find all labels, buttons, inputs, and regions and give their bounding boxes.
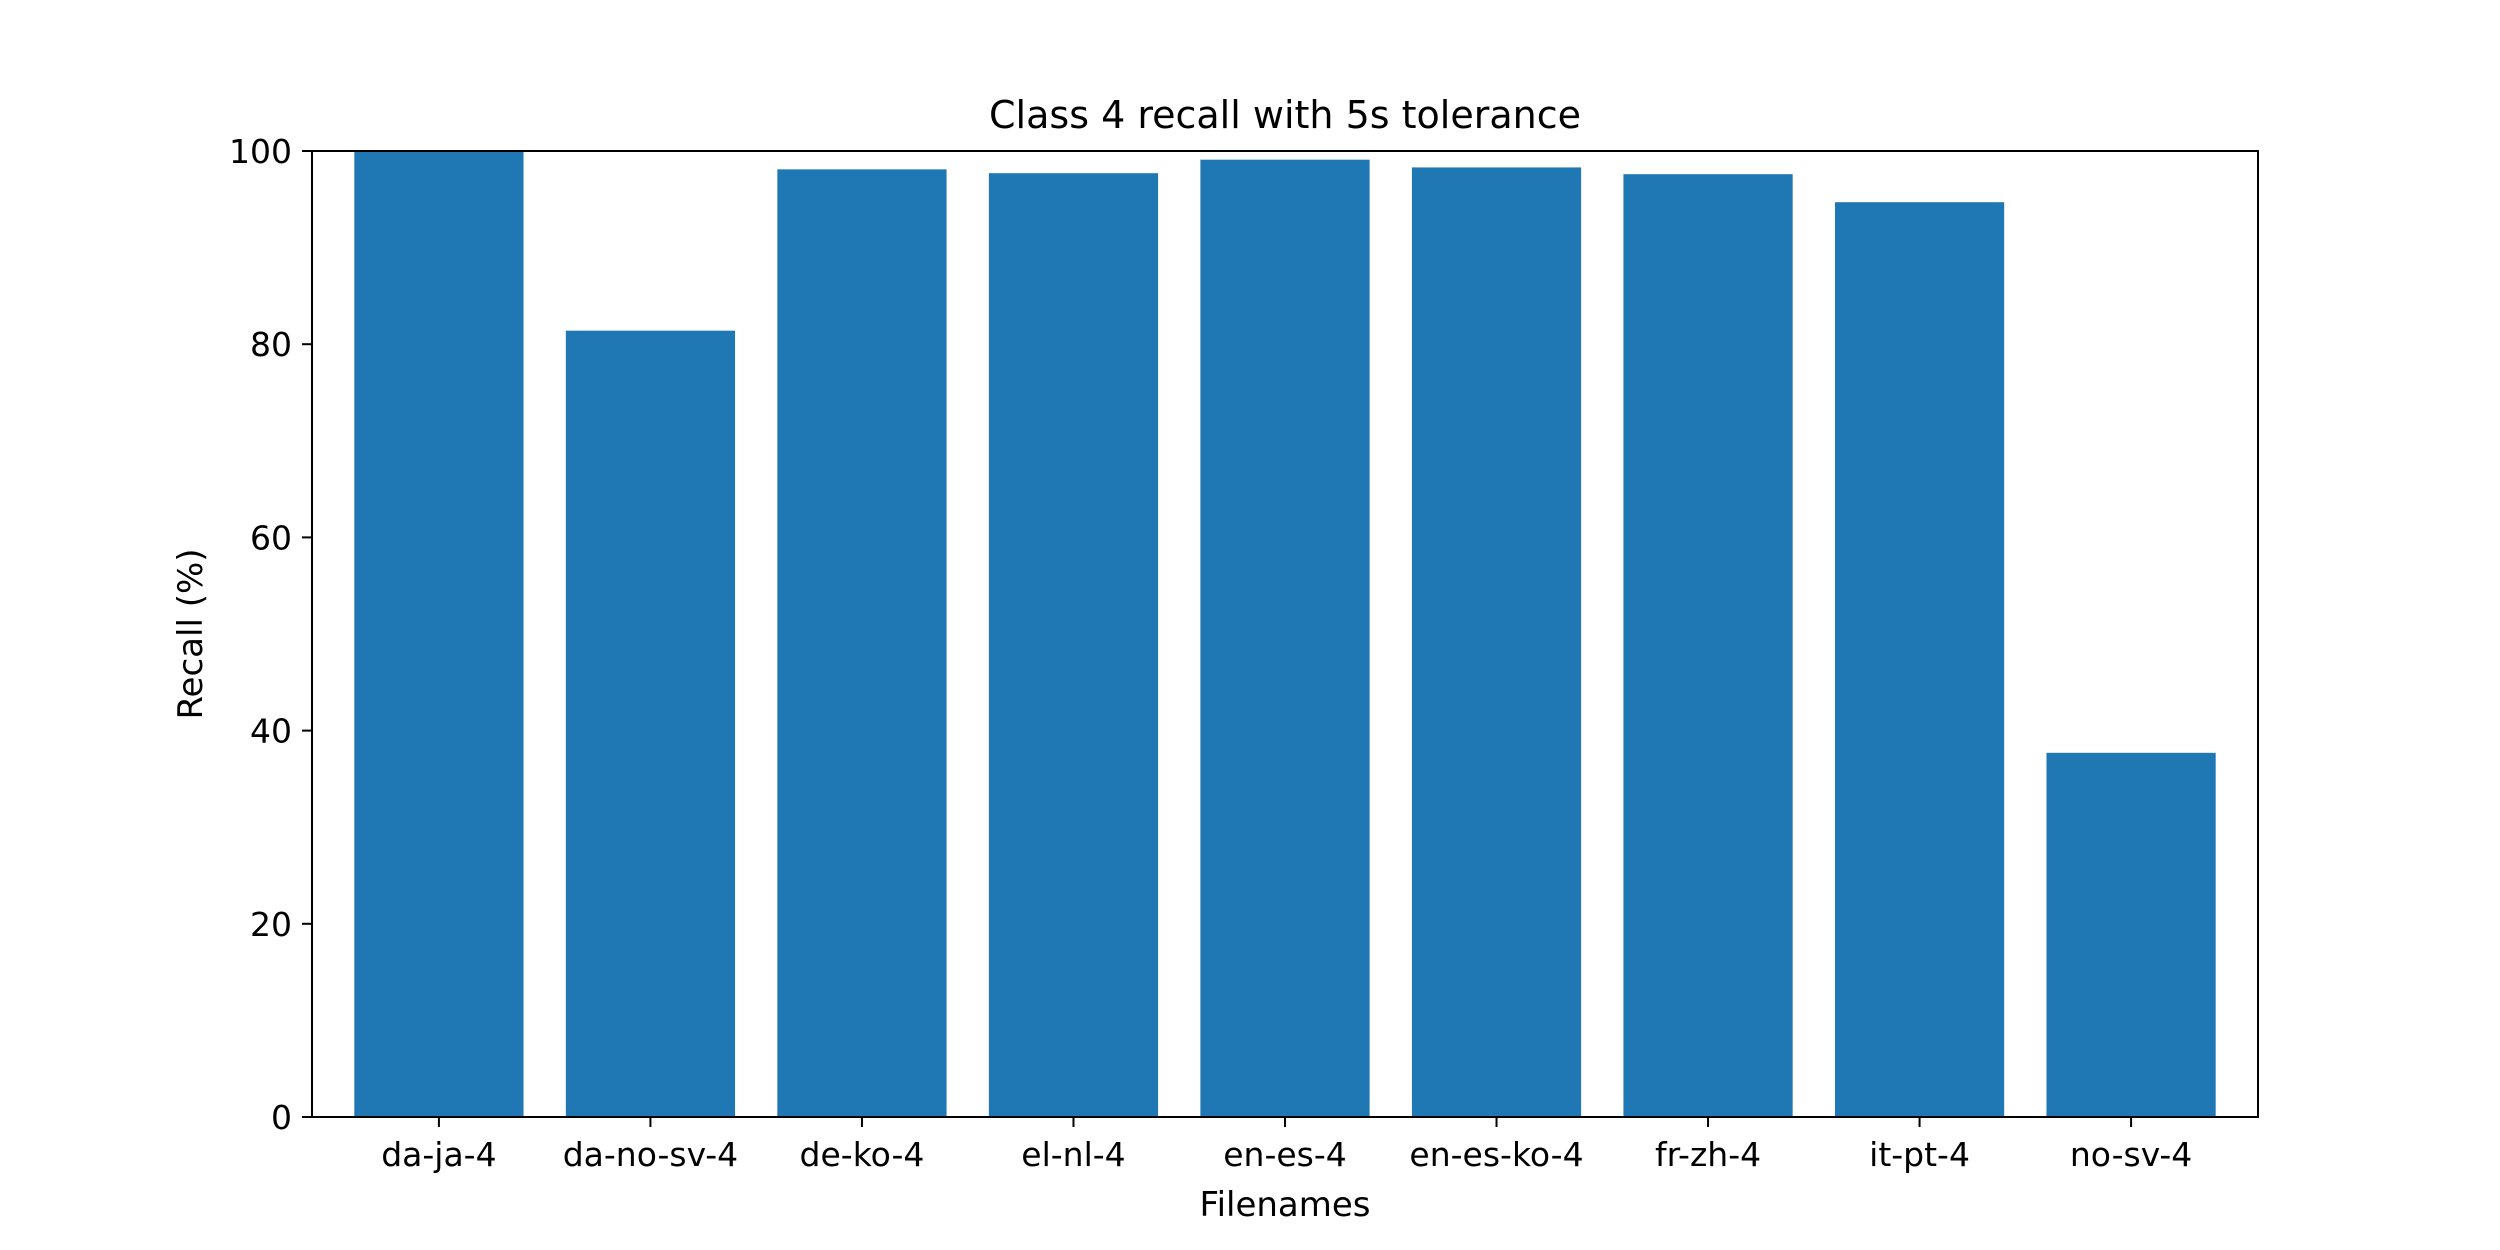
y-tick-label: 60 — [250, 518, 292, 557]
x-tick-label: el-nl-4 — [1021, 1135, 1125, 1174]
bar-it-pt-4 — [1834, 202, 2005, 1117]
bar-de-ko-4 — [777, 169, 947, 1117]
x-axis-label: Filenames — [1199, 1185, 1370, 1225]
y-axis-label: Recall (%) — [171, 548, 211, 719]
y-tick-label: 80 — [250, 325, 292, 364]
y-tick-label: 20 — [250, 905, 292, 944]
x-tick-label: it-pt-4 — [1869, 1135, 1970, 1174]
bar-no-sv-4 — [2046, 752, 2216, 1117]
bar-da-ja-4 — [354, 151, 524, 1117]
x-tick-label: de-ko-4 — [800, 1135, 925, 1174]
x-tick-label: no-sv-4 — [2070, 1135, 2192, 1174]
y-tick-label: 40 — [250, 712, 292, 751]
x-axis-ticks: da-ja-4 da-no-sv-4 de-ko-4 el-nl-4 en-es-4 en… — [381, 1117, 2192, 1174]
bar-da-no-sv-4 — [565, 330, 736, 1117]
x-tick-label: da-no-sv-4 — [563, 1135, 738, 1174]
x-tick-label: en-es-ko-4 — [1409, 1135, 1583, 1174]
y-tick-label: 100 — [229, 132, 292, 171]
bar-en-es-ko-4 — [1411, 167, 1582, 1117]
bar-el-nl-4 — [988, 173, 1159, 1117]
bars-layer — [354, 151, 2216, 1118]
x-tick-label: fr-zh-4 — [1655, 1135, 1761, 1174]
chart-title: Class 4 recall with 5s tolerance — [989, 93, 1581, 137]
y-axis-ticks: 0 20 40 60 80 100 — [229, 132, 312, 1137]
bar-fr-zh-4 — [1623, 174, 1793, 1117]
x-tick-label: da-ja-4 — [381, 1135, 496, 1174]
y-tick-label: 0 — [271, 1098, 292, 1137]
bar-en-es-4 — [1200, 159, 1370, 1118]
x-tick-label: en-es-4 — [1223, 1135, 1347, 1174]
